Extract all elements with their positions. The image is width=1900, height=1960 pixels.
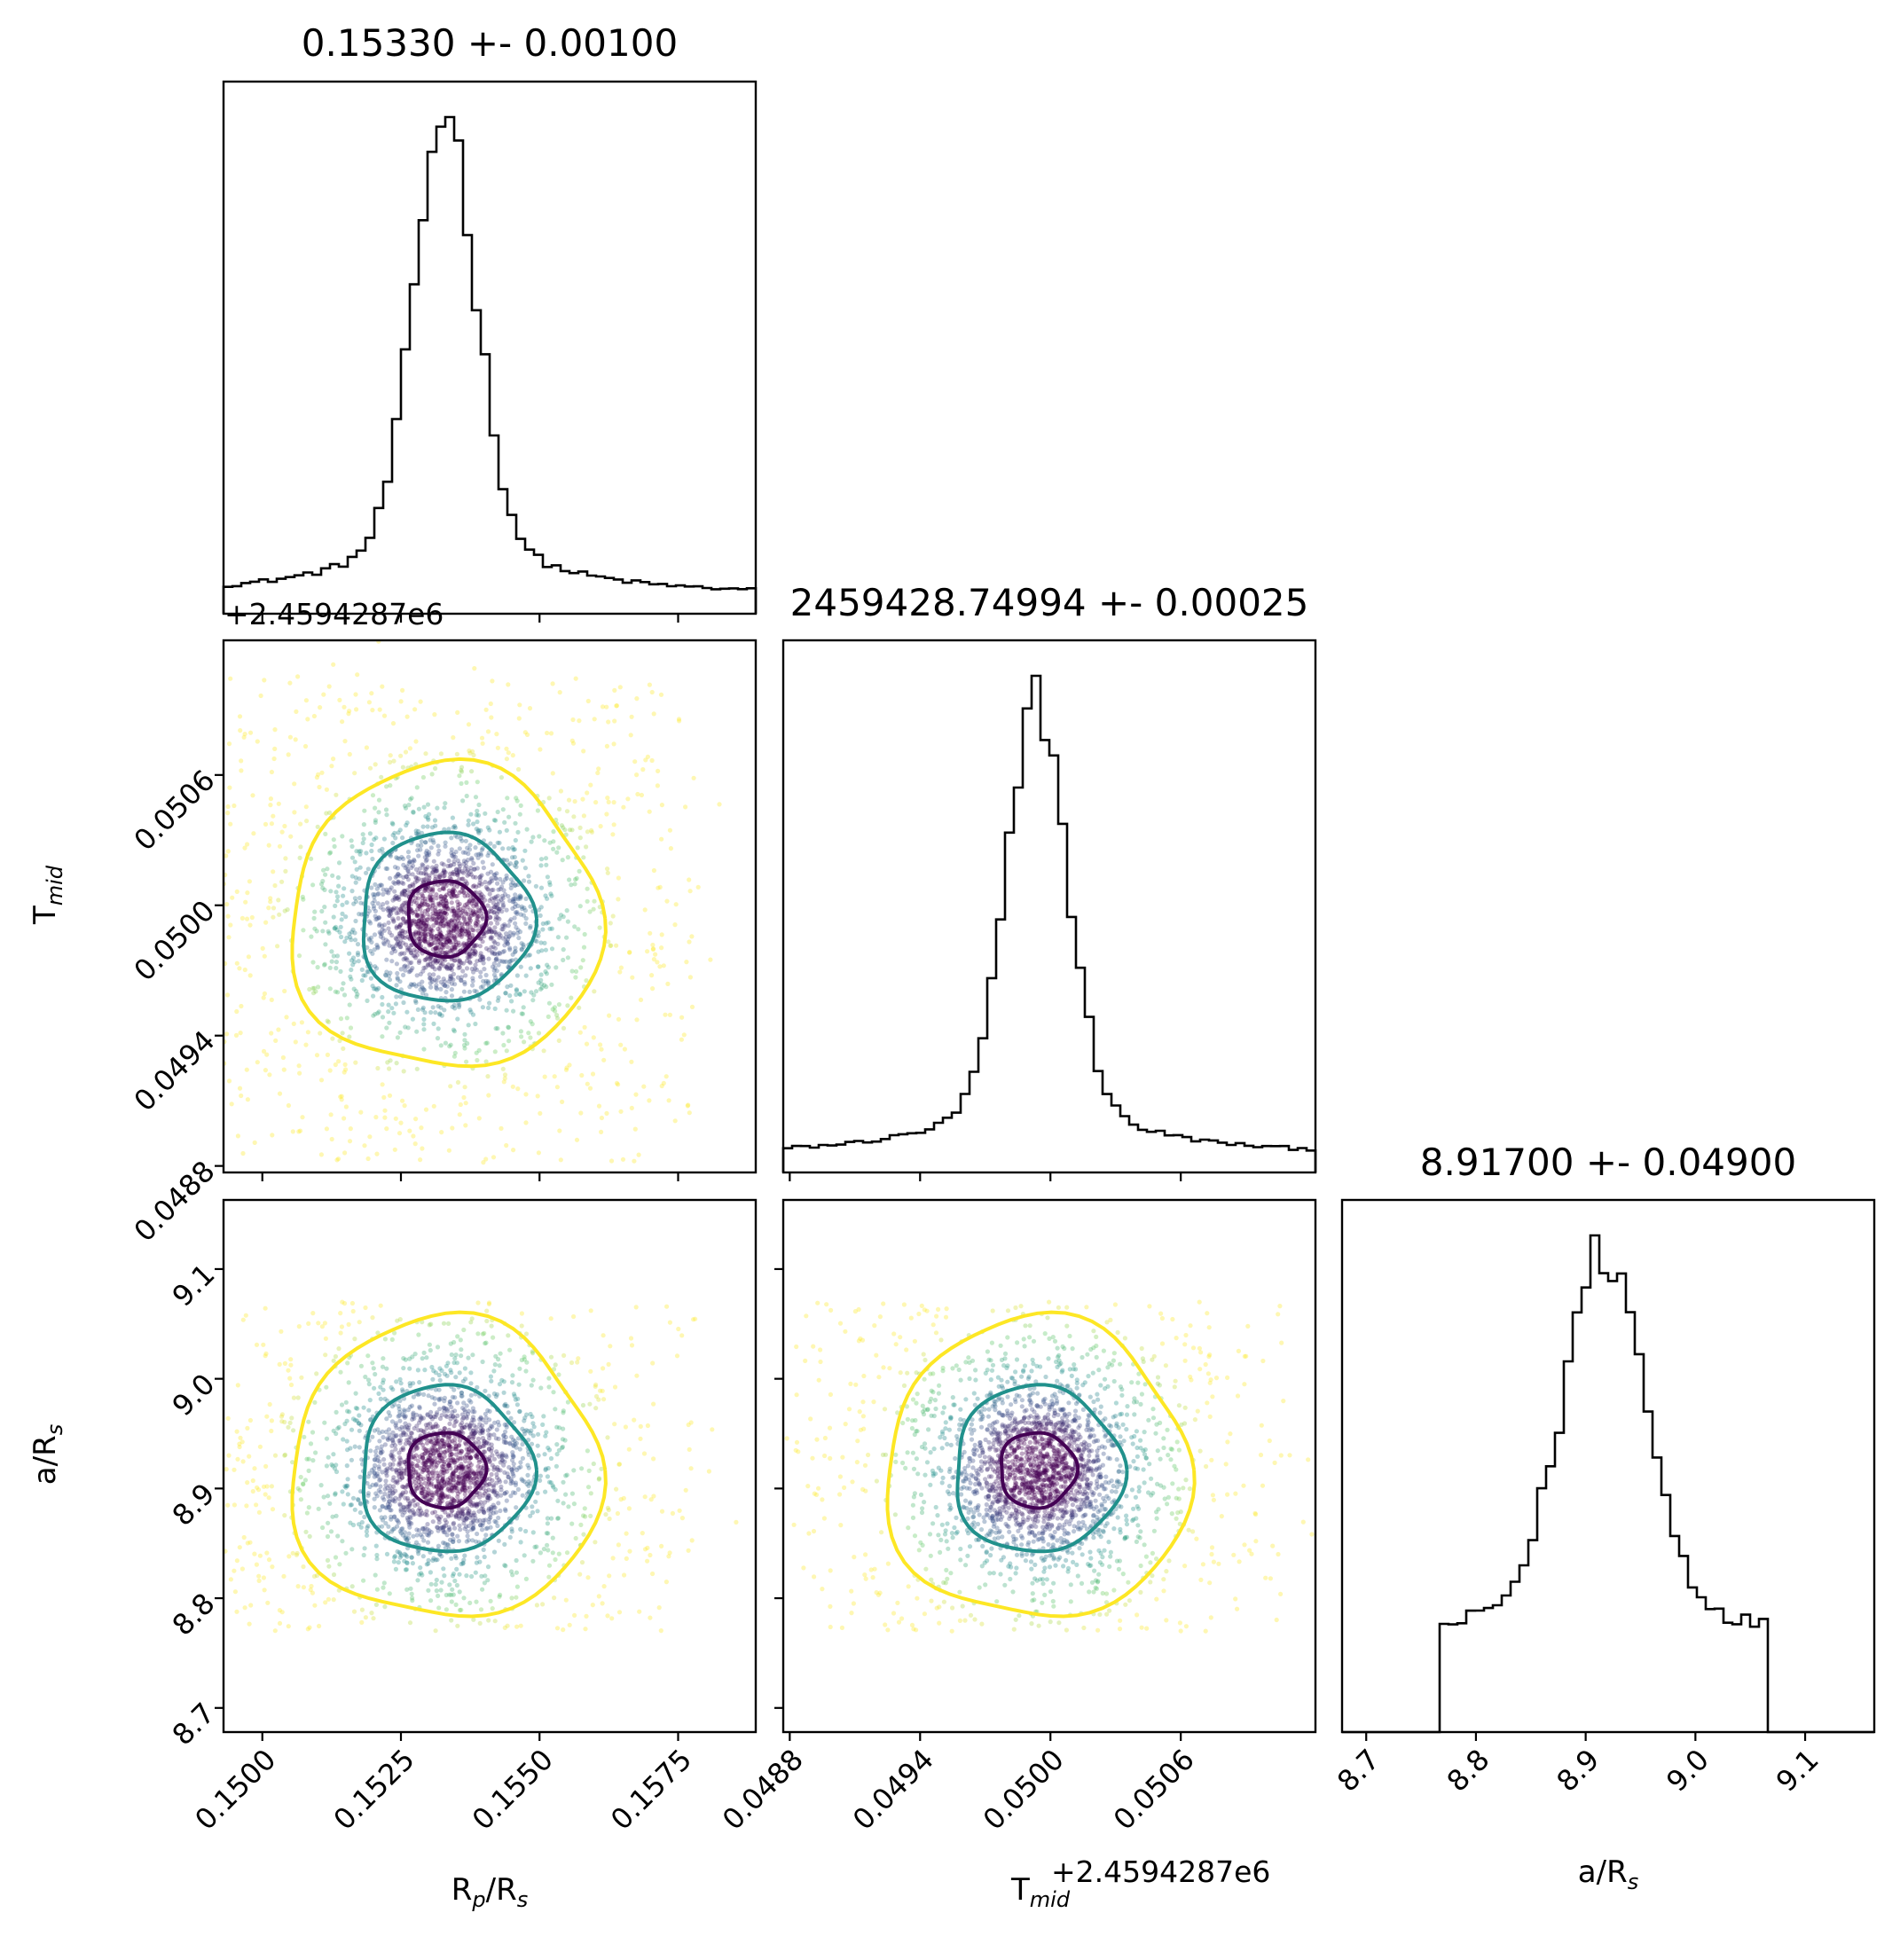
contour-rp-ars-0 [290,1310,608,1619]
title-ars: 8.91700 +- 0.04900 [1420,1141,1796,1184]
ylabel-ars: a/Rs [27,1424,67,1485]
hist-line-tmid [781,674,1317,1172]
contour-tmid-ars-2 [999,1431,1080,1510]
contour-rp-tmid-1 [361,830,538,1003]
x-tick-label: 0.0494 [846,1743,940,1837]
samples-rp-ars [224,1299,739,1634]
x-tick-label: 0.1575 [604,1743,698,1837]
y-tick-label: 8.8 [166,1587,222,1642]
hist-panel-tmid [781,639,1317,1174]
y-tick-label: 0.0494 [128,1023,222,1117]
scatter-frame-tmid-ars [781,1198,1317,1734]
x-tick-label: 8.9 [1550,1743,1606,1799]
y-ticks-ars-col1 [774,1267,783,1709]
scatter-panel-tmid-ars [781,1198,1317,1734]
y-tick-label: 9.0 [166,1367,222,1423]
hist-frame-rp [222,80,758,615]
y-tick-label: 0.0506 [128,764,222,858]
y-ticks-tmid-col0: 0.0488 0.0494 0.0500 0.0506 [128,764,224,1248]
contour-rp-tmid-0 [290,757,608,1069]
contour-rp-ars-1 [361,1383,538,1554]
contour-tmid-ars-0 [885,1310,1197,1619]
y-tick-label: 8.7 [166,1696,222,1752]
scatter-panel-rp-ars [222,1198,758,1734]
xlabel-tmid: Tmid [1010,1872,1071,1912]
hist-frame-ars [1340,1198,1876,1734]
x-tick-label: 0.1550 [466,1743,560,1837]
x-ticks-tmid-row2: 0.0488 0.0494 0.0500 0.0506 [716,1732,1201,1837]
hist-frame-tmid [781,639,1317,1174]
scatter-frame-rp-tmid [222,639,758,1174]
x-ticks-rp-row0 [261,614,679,623]
x-tick-label: 9.0 [1660,1743,1715,1799]
x-tick-label: 0.0500 [977,1743,1071,1837]
contour-tmid-ars-1 [955,1383,1129,1554]
y-tick-label: 0.0500 [128,893,222,987]
x-tick-label: 8.7 [1331,1743,1386,1799]
y-tick-label: 8.9 [166,1477,222,1533]
scatter-frame-rp-ars [222,1198,758,1734]
x-tick-label: 0.1525 [327,1743,421,1837]
ylabel-tmid: Tmid [27,865,67,925]
contour-rp-ars-2 [406,1431,489,1510]
hist-panel-rp [222,80,758,615]
y-tick-label: 9.1 [166,1258,222,1313]
samples-tmid-ars [784,1299,1315,1634]
y-ticks-ars-col0: 8.7 8.8 8.9 9.0 9.1 [166,1258,224,1752]
title-rp: 0.15330 +- 0.00100 [302,21,678,65]
y-tick-label: 0.0488 [128,1154,222,1248]
hist-line-ars [1342,1234,1874,1734]
x-ticks-rp-row2: 0.1500 0.1525 0.1550 0.1575 [188,1732,698,1837]
x-ticks-ars-row2: 8.7 8.8 8.9 9.0 9.1 [1331,1732,1825,1799]
scatter-panel-rp-tmid [222,639,758,1174]
x-offset-tmid: +2.4594287e6 [1051,1854,1270,1889]
x-tick-label: 0.1500 [188,1743,282,1837]
xlabel-ars: a/Rs [1578,1854,1638,1894]
contour-rp-tmid-2 [406,879,489,959]
hist-line-rp [222,115,758,614]
xlabel-rp: Rp/Rs [451,1872,528,1912]
x-tick-label: 8.8 [1441,1743,1496,1799]
x-tick-label: 0.0506 [1107,1743,1201,1837]
x-ticks-rp-row1 [261,1172,679,1181]
x-ticks-tmid-row1 [789,1172,1182,1181]
x-tick-label: 9.1 [1770,1743,1825,1799]
title-tmid: 2459428.74994 +- 0.00025 [790,581,1309,624]
x-tick-label: 0.0488 [716,1743,810,1837]
hist-panel-ars [1340,1198,1876,1734]
